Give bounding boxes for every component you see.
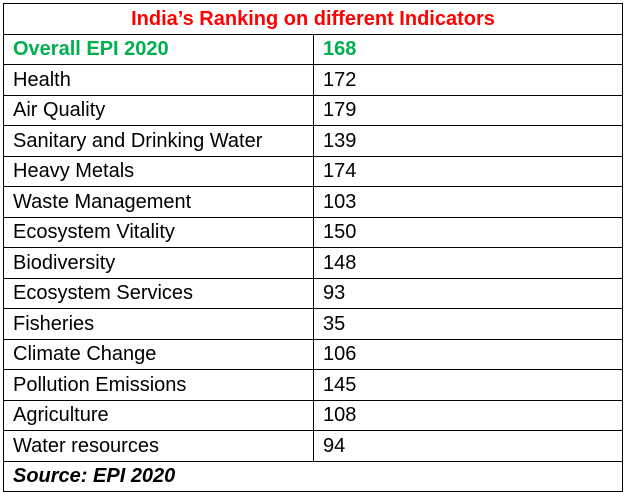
rank-cell: 179 [313,94,623,126]
rank-cell: 106 [313,338,623,370]
table-title: India’s Ranking on different Indicators [3,3,623,35]
table-body: India’s Ranking on different Indicators … [3,3,623,492]
rank-cell: 174 [313,155,623,187]
highlight-row: Overall EPI 2020 168 [3,33,623,65]
indicator-cell: Climate Change [3,338,314,370]
rank-cell: 145 [313,369,623,401]
table-row: Air Quality 179 [3,94,623,126]
table-row: Heavy Metals 174 [3,155,623,187]
indicator-cell: Ecosystem Vitality [3,216,314,248]
rank-cell: 139 [313,125,623,157]
table-row: Pollution Emissions 145 [3,369,623,401]
indicator-cell: Heavy Metals [3,155,314,187]
indicator-cell: Health [3,64,314,96]
table-row: Fisheries 35 [3,308,623,340]
source-row: Source: EPI 2020 [3,460,623,492]
rank-cell: 150 [313,216,623,248]
indicator-cell: Ecosystem Services [3,277,314,309]
rank-cell: 94 [313,430,623,462]
indicator-cell: Biodiversity [3,247,314,279]
table-row: Water resources 94 [3,430,623,462]
rank-cell: 108 [313,399,623,431]
india-ranking-table: India’s Ranking on different Indicators … [3,3,623,492]
table-row: Sanitary and Drinking Water 139 [3,125,623,157]
rank-cell: 35 [313,308,623,340]
indicator-cell: Air Quality [3,94,314,126]
indicator-cell: Agriculture [3,399,314,431]
rank-cell: 103 [313,186,623,218]
highlight-indicator: Overall EPI 2020 [3,33,314,65]
title-row: India’s Ranking on different Indicators [3,3,623,35]
rank-cell: 172 [313,64,623,96]
table-row: Agriculture 108 [3,399,623,431]
table-row: Health 172 [3,64,623,96]
rank-cell: 93 [313,277,623,309]
table-row: Biodiversity 148 [3,247,623,279]
table-row: Waste Management 103 [3,186,623,218]
highlight-rank: 168 [313,33,623,65]
indicator-cell: Sanitary and Drinking Water [3,125,314,157]
table-row: Ecosystem Services 93 [3,277,623,309]
indicator-cell: Water resources [3,430,314,462]
table-row: Ecosystem Vitality 150 [3,216,623,248]
indicator-cell: Pollution Emissions [3,369,314,401]
table-row: Climate Change 106 [3,338,623,370]
source-note: Source: EPI 2020 [3,460,623,492]
indicator-cell: Waste Management [3,186,314,218]
indicator-cell: Fisheries [3,308,314,340]
rank-cell: 148 [313,247,623,279]
